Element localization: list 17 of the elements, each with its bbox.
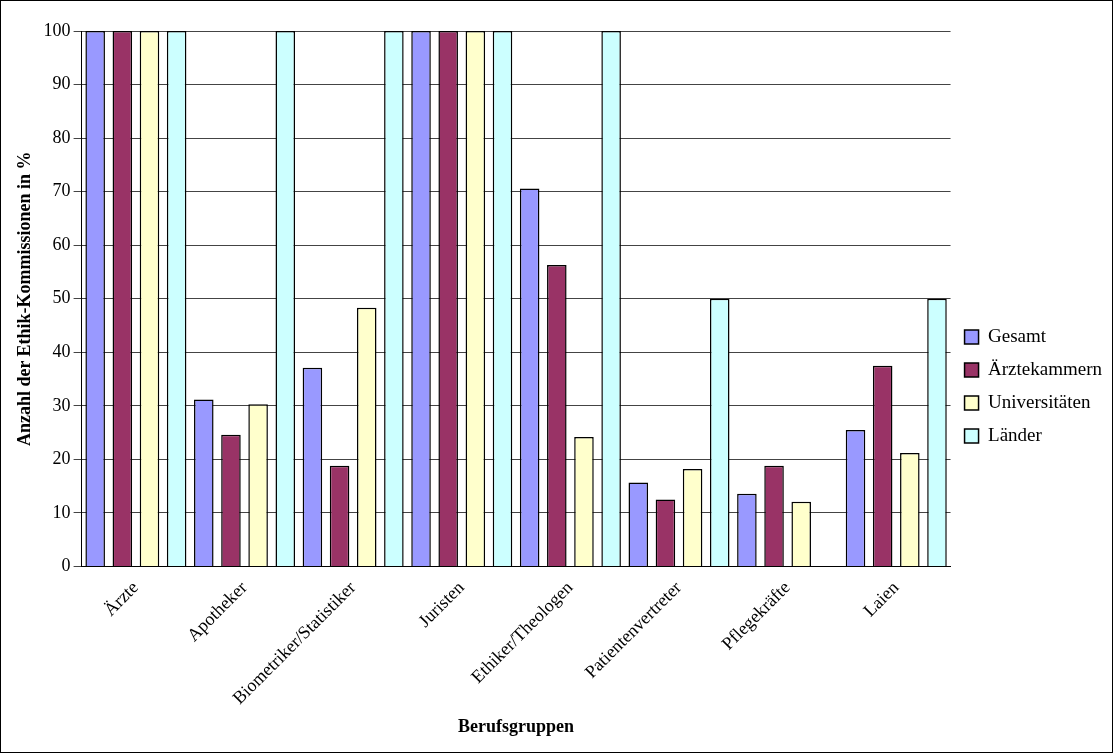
legend-label: Gesamt [988, 324, 1047, 346]
y-axis-title: Anzahl der Ethik-Kommissionen in % [14, 151, 35, 447]
legend-label: Universitäten [988, 390, 1091, 412]
y-tick-label: 90 [52, 73, 71, 94]
y-tick-label: 60 [52, 233, 71, 254]
y-tick-label: 100 [43, 19, 71, 40]
y-tick-label: 30 [52, 394, 71, 415]
legend-label: Ärztekammern [988, 357, 1103, 379]
y-tick-label: 0 [61, 555, 71, 576]
y-tick-label: 80 [52, 126, 71, 147]
y-tick-label: 10 [52, 501, 71, 522]
y-tick-label: 70 [52, 180, 71, 201]
legend-label: Länder [988, 423, 1043, 445]
y-tick-label: 50 [52, 287, 71, 308]
y-tick-label: 20 [52, 448, 71, 469]
y-tick-label: 40 [52, 341, 71, 362]
x-axis-title: Berufsgruppen [458, 715, 575, 736]
